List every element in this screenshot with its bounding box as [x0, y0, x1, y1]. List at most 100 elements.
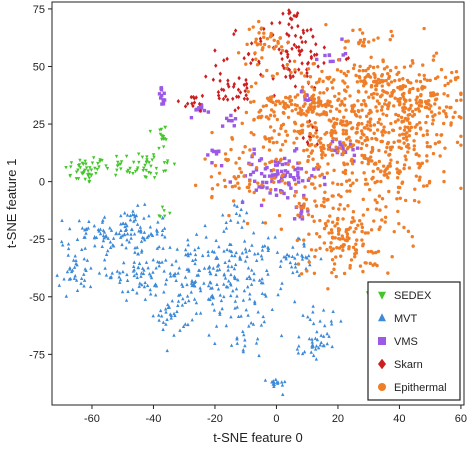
data-point-mvt — [295, 269, 299, 273]
data-point-vms — [327, 145, 332, 149]
data-point-sedex — [89, 173, 94, 178]
data-point-sedex — [86, 169, 90, 173]
data-point-epithermal — [256, 181, 260, 185]
data-point-epithermal — [411, 61, 415, 65]
data-point-epithermal — [318, 246, 322, 251]
data-point-mvt — [217, 244, 221, 249]
legend-item-skarn: Skarn — [378, 358, 423, 371]
data-point-mvt — [87, 219, 91, 224]
data-point-mvt — [266, 272, 270, 276]
data-point-epithermal — [275, 117, 280, 122]
data-point-mvt — [153, 282, 158, 286]
data-point-mvt — [226, 279, 231, 283]
data-point-skarn — [305, 73, 309, 79]
data-point-mvt — [117, 275, 121, 279]
data-point-mvt — [110, 271, 114, 275]
data-point-mvt — [108, 240, 113, 244]
data-point-epithermal — [325, 87, 329, 91]
data-point-mvt — [210, 301, 215, 306]
data-point-epithermal — [349, 220, 354, 224]
data-point-mvt — [103, 266, 107, 270]
data-point-mvt — [242, 218, 246, 223]
data-point-epithermal — [341, 152, 345, 157]
data-point-epithermal — [343, 81, 347, 85]
data-point-mvt — [194, 300, 199, 305]
legend-marker-epithermal — [378, 383, 386, 391]
data-point-epithermal — [309, 151, 313, 155]
data-point-epithermal — [332, 267, 336, 272]
data-point-mvt — [115, 269, 120, 273]
data-point-epithermal — [379, 139, 383, 144]
data-point-mvt — [240, 251, 245, 255]
data-point-epithermal — [360, 153, 364, 158]
data-point-epithermal — [345, 137, 349, 141]
data-point-skarn — [293, 84, 298, 89]
data-point-epithermal — [223, 184, 228, 189]
data-point-mvt — [156, 220, 160, 224]
data-point-epithermal — [384, 78, 388, 83]
data-point-mvt — [136, 203, 140, 207]
data-point-mvt — [250, 243, 254, 247]
data-point-mvt — [212, 308, 217, 312]
data-point-epithermal — [352, 230, 356, 234]
data-point-epithermal — [296, 213, 300, 217]
data-point-epithermal — [412, 144, 417, 148]
data-point-epithermal — [390, 254, 394, 259]
data-point-sedex — [113, 173, 118, 178]
data-point-epithermal — [285, 62, 289, 67]
data-point-mvt — [318, 343, 322, 347]
data-point-epithermal — [241, 150, 245, 155]
data-point-mvt — [185, 282, 189, 287]
data-point-mvt — [97, 229, 101, 233]
data-point-epithermal — [444, 112, 448, 116]
data-point-epithermal — [377, 194, 382, 198]
data-point-mvt — [308, 262, 312, 267]
data-point-sedex — [145, 155, 149, 159]
data-point-mvt — [244, 307, 248, 312]
data-point-epithermal — [396, 209, 400, 214]
data-point-mvt — [245, 276, 249, 281]
data-point-epithermal — [356, 99, 360, 103]
data-point-epithermal — [362, 37, 367, 42]
data-point-epithermal — [446, 94, 450, 98]
legend-label: Skarn — [394, 359, 423, 371]
data-point-epithermal — [397, 70, 401, 75]
data-point-epithermal — [315, 135, 319, 139]
data-point-skarn — [214, 63, 218, 68]
data-point-epithermal — [387, 76, 391, 80]
data-point-mvt — [124, 227, 129, 231]
data-point-mvt — [318, 319, 322, 323]
data-point-mvt — [304, 255, 308, 259]
data-point-epithermal — [385, 103, 390, 107]
data-point-vms — [302, 193, 306, 198]
data-point-epithermal — [299, 109, 303, 114]
data-point-epithermal — [339, 69, 343, 74]
data-point-epithermal — [339, 194, 343, 199]
data-point-sedex — [163, 125, 168, 130]
data-point-sedex — [162, 137, 167, 141]
data-point-vms — [270, 179, 274, 184]
data-point-vms — [277, 160, 281, 165]
data-point-epithermal — [398, 126, 402, 130]
data-point-epithermal — [335, 68, 340, 72]
data-point-epithermal — [364, 177, 368, 182]
data-point-epithermal — [296, 93, 300, 97]
data-point-epithermal — [328, 245, 333, 249]
data-point-epithermal — [234, 161, 238, 165]
data-point-vms — [259, 157, 264, 161]
data-point-epithermal — [417, 178, 422, 182]
data-point-epithermal — [402, 225, 406, 230]
data-point-epithermal — [247, 185, 251, 190]
data-point-mvt — [165, 317, 169, 321]
data-point-epithermal — [342, 103, 347, 107]
legend-item-sedex: SEDEX — [378, 290, 432, 302]
data-point-epithermal — [273, 176, 277, 180]
data-point-mvt — [139, 239, 144, 243]
data-point-epithermal — [369, 83, 374, 88]
data-point-mvt — [93, 243, 97, 248]
data-point-mvt — [260, 291, 265, 295]
data-point-vms — [316, 167, 320, 171]
data-point-epithermal — [393, 120, 398, 124]
data-point-mvt — [75, 263, 79, 267]
data-point-epithermal — [362, 44, 367, 48]
